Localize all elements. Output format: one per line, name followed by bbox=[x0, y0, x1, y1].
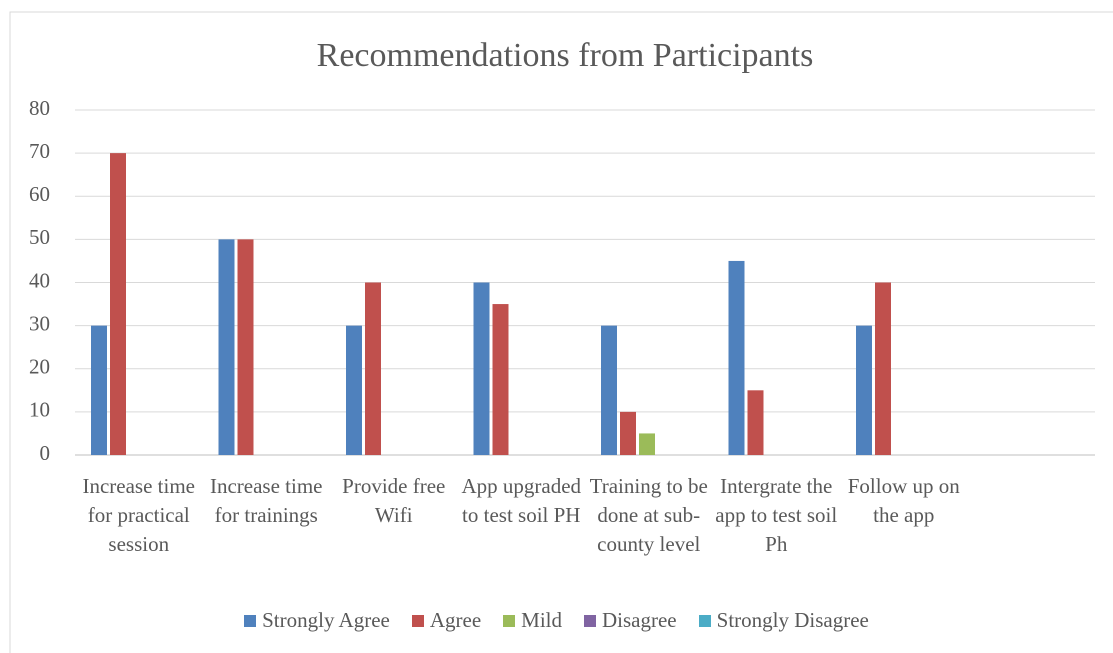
bar bbox=[875, 282, 891, 455]
legend: Strongly Agree Agree Mild Disagree Strongly … bbox=[0, 608, 1113, 633]
x-tick-label: Provide free Wifi bbox=[342, 474, 446, 527]
legend-item: Disagree bbox=[584, 608, 677, 633]
bar bbox=[365, 282, 381, 455]
legend-swatch bbox=[503, 614, 516, 627]
x-tick-label: Intergrate the app to test soil Ph bbox=[715, 474, 838, 556]
legend-label: Disagree bbox=[602, 608, 677, 632]
bar bbox=[601, 325, 617, 455]
x-tick-label: Follow up on the app bbox=[847, 474, 960, 527]
bar bbox=[237, 239, 254, 455]
y-tick-label: 20 bbox=[29, 355, 50, 379]
y-tick-label: 50 bbox=[29, 225, 50, 249]
y-tick-label: 70 bbox=[29, 139, 50, 163]
legend-label: Strongly Agree bbox=[262, 608, 390, 632]
legend-label: Mild bbox=[521, 608, 562, 632]
y-tick-label: 10 bbox=[29, 398, 50, 422]
x-tick-label: Increase time for practical session bbox=[82, 474, 196, 556]
legend-swatch bbox=[584, 614, 596, 627]
chart-title: Recommendations from Participants bbox=[317, 37, 814, 74]
legend-swatch bbox=[244, 614, 257, 627]
bar bbox=[620, 411, 636, 455]
y-tick-label: 40 bbox=[29, 268, 50, 292]
legend-label: Strongly Disagree bbox=[716, 608, 869, 632]
legend-item: Strongly Agree bbox=[244, 608, 390, 633]
legend-item: Strongly Disagree bbox=[698, 608, 869, 633]
bar bbox=[346, 325, 362, 455]
bar bbox=[473, 282, 490, 455]
chart-border bbox=[9, 11, 1113, 653]
legend-item: Agree bbox=[411, 608, 482, 633]
bar bbox=[492, 304, 509, 455]
y-tick-label: 0 bbox=[40, 441, 51, 465]
legend-swatch bbox=[411, 614, 424, 627]
bar bbox=[747, 390, 764, 455]
bar bbox=[856, 325, 872, 455]
x-tick-label: Training to be done at sub-county level bbox=[589, 474, 708, 556]
bar bbox=[218, 239, 235, 455]
x-tick-label: App upgraded to test soil PH bbox=[461, 474, 582, 527]
bar bbox=[639, 433, 655, 455]
bar bbox=[728, 260, 745, 455]
legend-swatch bbox=[698, 614, 711, 627]
x-tick-label: Increase time for trainings bbox=[209, 474, 323, 527]
bar bbox=[91, 325, 107, 455]
y-tick-label: 60 bbox=[29, 182, 50, 206]
bar bbox=[110, 153, 126, 455]
y-tick-label: 80 bbox=[29, 96, 50, 120]
legend-label: Agree bbox=[429, 608, 482, 632]
legend-item: Mild bbox=[503, 608, 562, 633]
y-tick-label: 30 bbox=[29, 311, 50, 335]
